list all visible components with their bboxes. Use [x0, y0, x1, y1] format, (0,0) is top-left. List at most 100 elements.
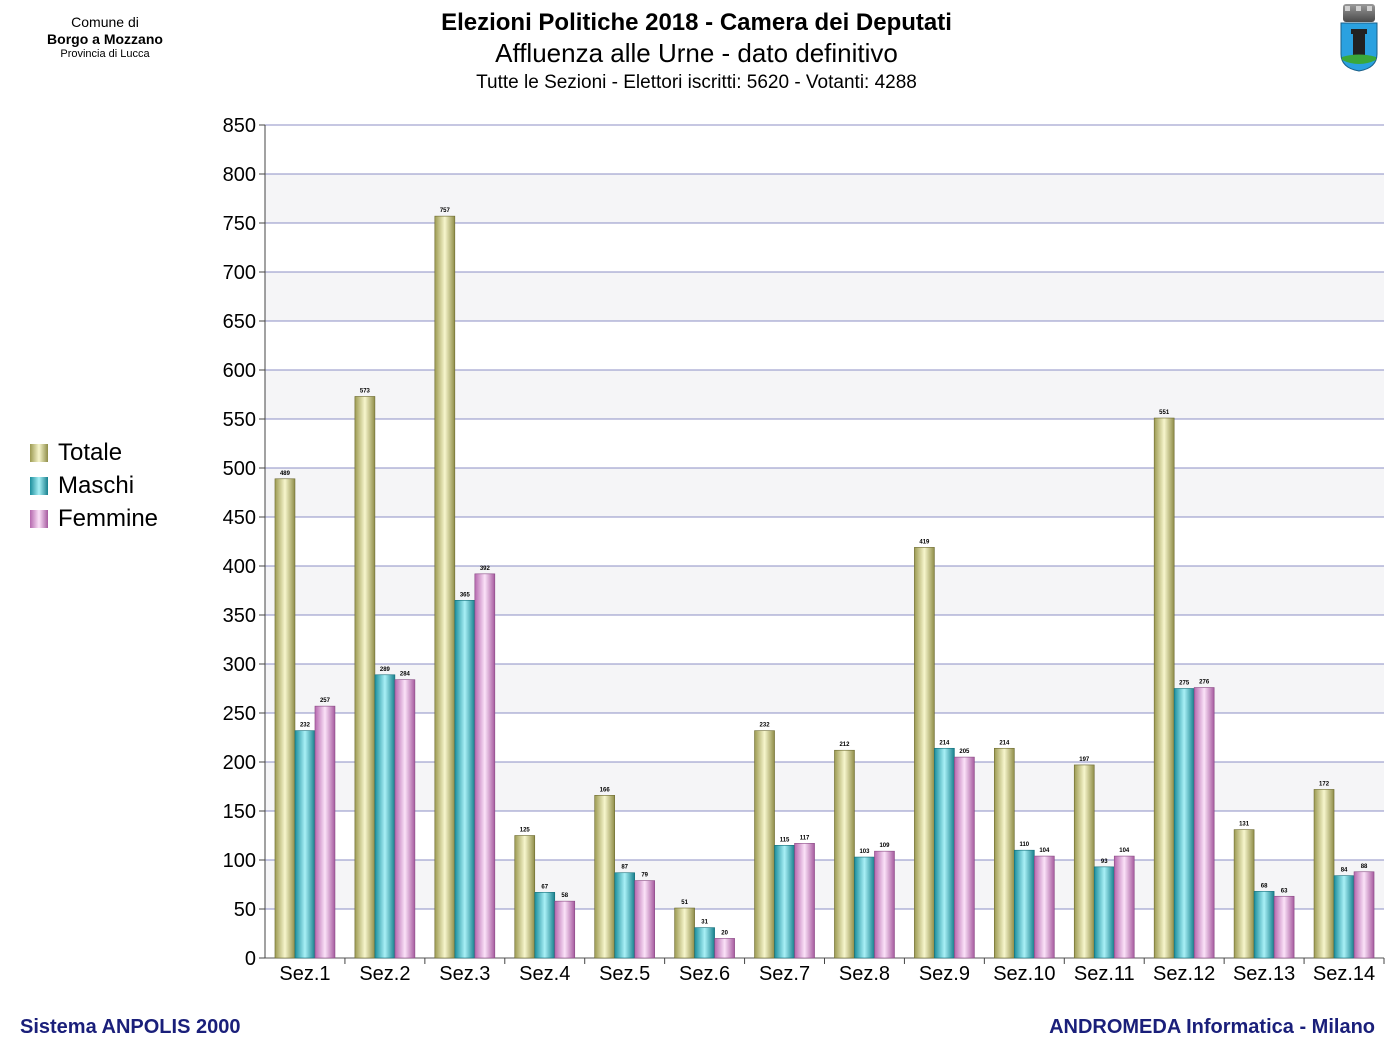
data-label: 489	[280, 471, 291, 477]
bar-totale	[1313, 789, 1335, 959]
grid-band	[265, 566, 1384, 615]
bar-maschi	[1093, 866, 1115, 959]
x-tick-label: Sez.10	[993, 963, 1055, 985]
data-label: 757	[440, 208, 451, 214]
x-tick-label: Sez.14	[1313, 963, 1375, 985]
x-tick-label: Sez.1	[279, 963, 330, 985]
bar-maschi	[534, 892, 556, 959]
y-tick-label: 600	[223, 360, 256, 382]
data-label: 172	[1319, 781, 1330, 787]
data-label: 257	[320, 698, 331, 704]
x-tick-label: Sez.7	[759, 963, 810, 985]
grid-band	[265, 370, 1384, 419]
bar-femmine	[314, 705, 336, 959]
bar-maschi	[374, 674, 396, 959]
y-tick-label: 350	[223, 605, 256, 627]
y-tick-label: 150	[223, 801, 256, 823]
bar-femmine	[1193, 687, 1215, 959]
bar-femmine	[1353, 871, 1375, 959]
x-tick-label: Sez.2	[359, 963, 410, 985]
data-label: 104	[1039, 848, 1050, 854]
data-label: 125	[520, 828, 531, 834]
bar-maschi	[294, 730, 316, 959]
bar-femmine	[554, 900, 576, 959]
data-label: 275	[1179, 681, 1190, 687]
data-label: 365	[460, 592, 471, 598]
data-label: 84	[1341, 868, 1348, 874]
data-label: 276	[1199, 680, 1210, 686]
data-label: 67	[541, 884, 548, 890]
data-label: 232	[760, 723, 771, 729]
x-tick-label: Sez.12	[1153, 963, 1215, 985]
data-label: 117	[800, 835, 810, 841]
data-label: 392	[480, 566, 491, 572]
y-tick-label: 300	[223, 654, 256, 676]
legend-swatch-totale	[30, 443, 48, 462]
bar-totale	[1153, 417, 1175, 959]
y-tick-label: 800	[223, 164, 256, 186]
chart-subtitle-2: Tutte le Sezioni - Elettori iscritti: 56…	[476, 72, 917, 93]
y-tick-label: 200	[223, 752, 256, 774]
y-tick-label: 400	[223, 556, 256, 578]
x-tick-label: Sez.11	[1074, 963, 1135, 985]
data-label: 115	[780, 837, 790, 843]
data-label: 232	[300, 723, 311, 729]
y-tick-label: 0	[245, 948, 256, 970]
data-label: 31	[701, 920, 708, 926]
data-label: 110	[1019, 842, 1029, 848]
legend-swatch-femmine	[30, 509, 48, 528]
y-tick-label: 450	[223, 507, 256, 529]
legend-item-totale: Totale	[30, 436, 158, 469]
bar-totale	[674, 907, 695, 959]
legend-item-femmine: Femmine	[30, 502, 158, 535]
bar-maschi	[1014, 849, 1035, 959]
bar-maschi	[1173, 688, 1195, 959]
grid-band	[265, 272, 1384, 321]
bar-femmine	[714, 938, 735, 959]
x-tick-label: Sez.4	[519, 963, 570, 985]
bar-maschi	[854, 856, 875, 959]
chart-title: Elezioni Politiche 2018 - Camera dei Dep…	[441, 9, 952, 36]
legend: Totale Maschi Femmine	[30, 436, 158, 535]
bar-maschi	[454, 599, 476, 959]
bar-maschi	[934, 747, 955, 959]
data-label: 51	[681, 900, 688, 906]
legend-item-maschi: Maschi	[30, 469, 158, 502]
bar-totale	[994, 747, 1015, 959]
grid-band	[265, 174, 1384, 223]
comune-line1: Comune di	[71, 14, 139, 30]
grid-band	[265, 664, 1384, 713]
bar-maschi	[1333, 875, 1355, 959]
comune-name: Borgo a Mozzano	[47, 30, 163, 47]
data-label: 58	[561, 893, 568, 899]
bar-totale	[754, 730, 775, 959]
y-tick-label: 700	[223, 262, 256, 284]
data-label: 212	[839, 742, 850, 748]
bar-totale	[274, 478, 296, 959]
bar-femmine	[1034, 855, 1055, 959]
x-tick-label: Sez.8	[839, 963, 890, 985]
x-tick-label: Sez.13	[1233, 963, 1295, 985]
data-label: 214	[939, 740, 950, 746]
bar-maschi	[694, 927, 715, 959]
data-label: 205	[959, 749, 970, 755]
bar-maschi	[774, 844, 795, 959]
data-label: 131	[1239, 822, 1250, 828]
bar-femmine	[794, 843, 815, 959]
y-tick-label: 550	[223, 409, 256, 431]
x-tick-label: Sez.9	[919, 963, 970, 985]
bar-totale	[1233, 829, 1255, 959]
bar-femmine	[634, 880, 655, 959]
x-tick-label: Sez.3	[439, 963, 490, 985]
grid-band	[265, 860, 1384, 909]
coat-of-arms-icon	[1340, 4, 1378, 72]
legend-label-maschi: Maschi	[58, 471, 135, 499]
x-tick-label: Sez.5	[599, 963, 650, 985]
y-tick-label: 100	[223, 850, 256, 872]
y-tick-label: 850	[223, 115, 256, 137]
bar-totale	[914, 547, 935, 959]
bar-totale	[434, 215, 456, 959]
data-label: 284	[400, 672, 411, 678]
data-label: 87	[621, 865, 628, 871]
legend-label-totale: Totale	[58, 438, 123, 466]
